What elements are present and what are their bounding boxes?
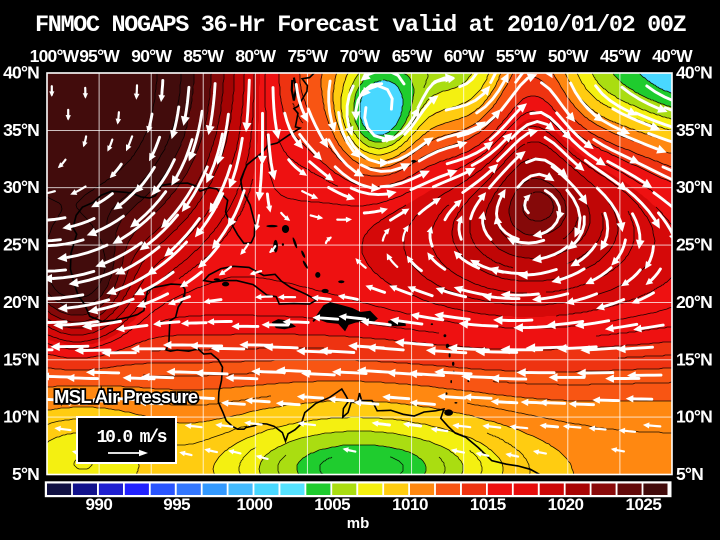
svg-text:15°N: 15°N — [3, 349, 39, 369]
svg-text:5°N: 5°N — [12, 464, 39, 484]
svg-text:85°W: 85°W — [183, 46, 224, 66]
svg-text:10°N: 10°N — [3, 407, 39, 427]
svg-text:990: 990 — [85, 495, 112, 514]
svg-text:25°N: 25°N — [676, 235, 712, 255]
svg-text:20°N: 20°N — [3, 292, 39, 312]
svg-text:MSL Air Pressure: MSL Air Pressure — [54, 386, 198, 407]
svg-text:80°W: 80°W — [235, 46, 276, 66]
svg-text:1010: 1010 — [392, 495, 428, 514]
svg-text:50°W: 50°W — [548, 46, 589, 66]
svg-text:5°N: 5°N — [676, 464, 703, 484]
svg-text:45°W: 45°W — [600, 46, 641, 66]
svg-text:90°W: 90°W — [131, 46, 172, 66]
svg-text:40°W: 40°W — [652, 46, 693, 66]
svg-text:25°N: 25°N — [3, 235, 39, 255]
svg-text:10°N: 10°N — [676, 407, 712, 427]
svg-text:mb: mb — [347, 515, 370, 532]
svg-text:40°N: 40°N — [3, 63, 39, 83]
svg-text:65°W: 65°W — [392, 46, 433, 66]
svg-text:995: 995 — [163, 495, 190, 514]
svg-text:10.0 m/s: 10.0 m/s — [97, 428, 167, 448]
svg-text:75°W: 75°W — [288, 46, 329, 66]
svg-text:20°N: 20°N — [676, 292, 712, 312]
svg-text:70°W: 70°W — [340, 46, 381, 66]
svg-text:95°W: 95°W — [79, 46, 120, 66]
svg-text:35°N: 35°N — [676, 120, 712, 140]
svg-text:1000: 1000 — [236, 495, 272, 514]
svg-text:1020: 1020 — [548, 495, 584, 514]
svg-text:FNMOC NOGAPS 36-Hr Forecast va: FNMOC NOGAPS 36-Hr Forecast valid at 201… — [35, 12, 687, 39]
svg-text:100°W: 100°W — [30, 46, 80, 66]
svg-text:1025: 1025 — [625, 495, 661, 514]
svg-text:15°N: 15°N — [676, 349, 712, 369]
svg-text:1005: 1005 — [314, 495, 350, 514]
svg-text:35°N: 35°N — [3, 120, 39, 140]
svg-text:40°N: 40°N — [676, 63, 712, 83]
svg-text:60°W: 60°W — [444, 46, 485, 66]
svg-text:30°N: 30°N — [676, 177, 712, 197]
svg-text:30°N: 30°N — [3, 177, 39, 197]
svg-text:1015: 1015 — [470, 495, 506, 514]
svg-text:55°W: 55°W — [496, 46, 537, 66]
